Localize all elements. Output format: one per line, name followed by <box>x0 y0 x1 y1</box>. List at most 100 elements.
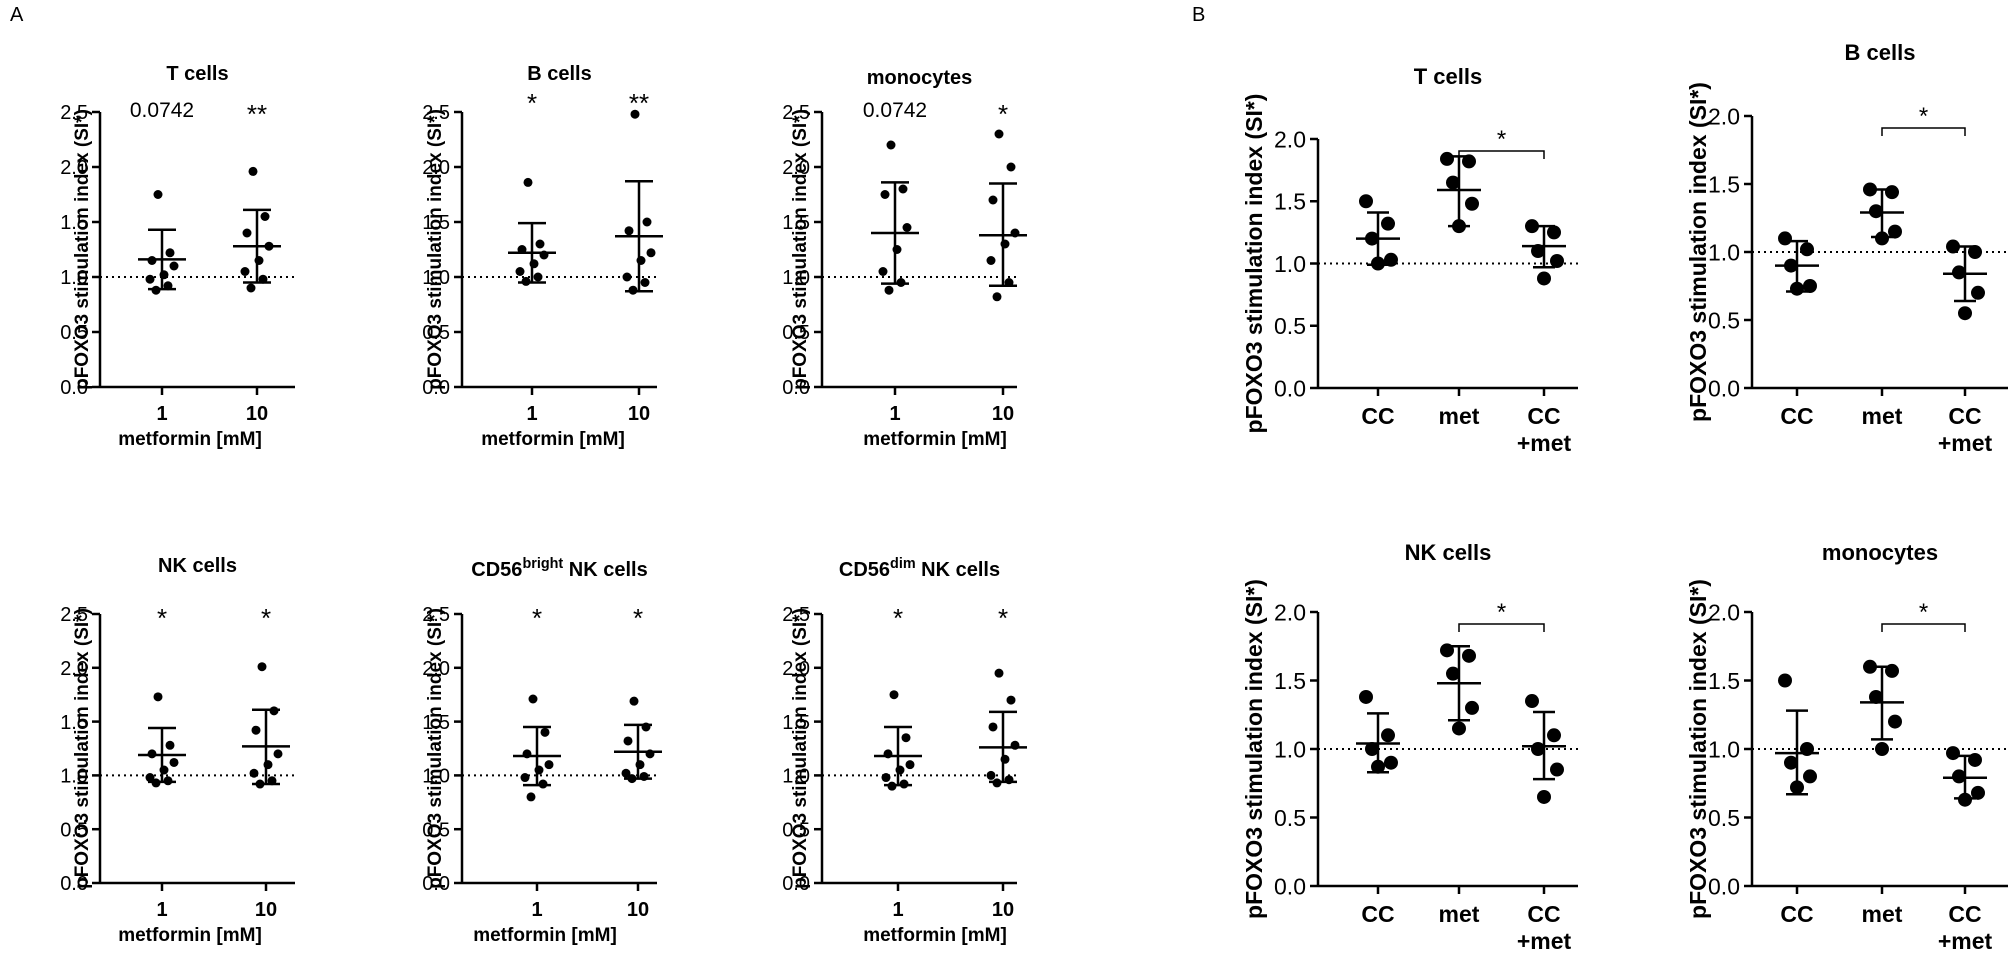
data-point <box>1381 216 1395 231</box>
panel-label-a: A <box>10 4 24 26</box>
data-point <box>635 760 645 770</box>
significance-annotation: * <box>157 603 167 633</box>
data-point <box>639 771 649 781</box>
y-tick-label: 0.0 <box>782 377 810 399</box>
data-point <box>1462 154 1476 169</box>
x-tick-label-line2: +met <box>1938 928 1993 954</box>
x-tick-label-line2: +met <box>1938 430 1993 456</box>
data-point <box>901 733 911 743</box>
data-point <box>645 749 655 759</box>
y-tick-label: 0.5 <box>1708 805 1740 831</box>
data-point <box>1384 252 1398 267</box>
data-point <box>986 770 996 780</box>
significance-annotation: * <box>261 603 271 633</box>
chart-title: CD56dim NK cells <box>839 556 1000 581</box>
y-tick-label: 2.0 <box>1708 103 1740 129</box>
data-point <box>169 261 179 271</box>
data-point <box>526 792 536 802</box>
y-axis-label: pFOXO3 stimulation index (SI*) <box>790 608 811 889</box>
y-tick-label: 2.5 <box>60 102 88 124</box>
y-tick-label: 1.5 <box>782 712 810 734</box>
data-point <box>165 248 175 258</box>
y-tick-label: 2.5 <box>782 102 810 124</box>
data-point <box>884 285 894 295</box>
chart-title-main: NK cells <box>1405 540 1492 565</box>
data-point <box>145 274 155 284</box>
data-point <box>1952 769 1966 784</box>
significance-star: * <box>1919 103 1928 130</box>
y-tick-label: 1.5 <box>422 212 450 234</box>
y-tick-label: 1.0 <box>1708 239 1740 265</box>
data-point <box>539 250 549 260</box>
data-point <box>895 765 905 775</box>
data-point <box>1547 728 1561 743</box>
data-point <box>988 195 998 205</box>
data-point <box>1803 769 1817 784</box>
significance-annotation: 0.0742 <box>863 99 927 122</box>
x-tick-label: CC <box>1780 901 1813 927</box>
data-point <box>621 768 631 778</box>
y-tick-label: 2.0 <box>422 658 450 680</box>
data-point <box>986 256 996 265</box>
significance-annotation: * <box>527 88 537 118</box>
y-tick-label: 0.0 <box>1274 375 1306 401</box>
data-point <box>892 245 902 254</box>
data-point <box>165 740 175 750</box>
data-point <box>1010 228 1020 238</box>
data-point <box>242 228 252 238</box>
data-point <box>627 774 637 784</box>
data-point <box>1800 742 1814 756</box>
data-point <box>887 781 897 791</box>
y-tick-label: 1.0 <box>60 267 88 289</box>
data-point <box>540 727 550 737</box>
significance-star: * <box>1919 599 1928 626</box>
data-point <box>622 272 632 282</box>
x-tick-label: 1 <box>531 899 542 921</box>
y-tick-label: 1.5 <box>60 712 88 734</box>
data-point <box>523 177 533 187</box>
y-tick-label: 0.5 <box>782 819 810 841</box>
data-point <box>624 226 634 236</box>
y-tick-label: 1.5 <box>1274 668 1306 694</box>
y-axis-label: pFOXO3 stimulation index (SI*) <box>72 608 93 889</box>
data-point <box>1946 746 1960 761</box>
data-point <box>1440 151 1454 166</box>
data-point <box>902 223 912 232</box>
data-point <box>254 256 264 265</box>
data-point <box>1359 689 1373 704</box>
y-tick-label: 2.5 <box>422 604 450 626</box>
data-point <box>163 281 173 291</box>
y-tick-label: 2.0 <box>1708 599 1740 625</box>
y-tick-label: 1.0 <box>1274 736 1306 762</box>
data-point <box>240 267 250 276</box>
data-point <box>1452 219 1466 234</box>
significance-bracket <box>1881 127 1966 136</box>
y-axis-label: pFOXO3 stimulation index (SI*) <box>1685 579 1711 919</box>
chart-title-suffix: NK cells <box>916 559 1000 581</box>
data-point <box>1971 785 1985 800</box>
chart-title: B cells <box>1845 40 1916 65</box>
data-point <box>147 256 157 265</box>
chart-title: T cells <box>166 63 228 85</box>
data-point <box>881 773 891 783</box>
chart-title-main: T cells <box>166 63 228 85</box>
data-point <box>1778 673 1792 688</box>
x-tick-label: 1 <box>892 899 903 921</box>
x-axis-label: metformin [mM] <box>118 925 262 946</box>
data-point <box>1440 643 1454 658</box>
data-point <box>1446 175 1460 190</box>
y-tick-label: 0.5 <box>60 819 88 841</box>
data-point <box>1946 239 1960 254</box>
chart-title-superscript: dim <box>890 556 916 572</box>
panel-label-b: B <box>1192 4 1206 26</box>
data-point <box>880 190 890 199</box>
data-point <box>1800 242 1814 257</box>
data-point <box>905 760 915 770</box>
data-point <box>269 706 279 716</box>
data-point <box>641 722 651 732</box>
significance-annotation: * <box>633 603 643 633</box>
y-tick-label: 0.5 <box>1708 307 1740 333</box>
chart-5: CD56bright NK cells pFOXO3 stimulation in… <box>422 556 662 946</box>
y-tick-label: 0.0 <box>60 873 88 895</box>
significance-annotation: ** <box>247 99 267 129</box>
